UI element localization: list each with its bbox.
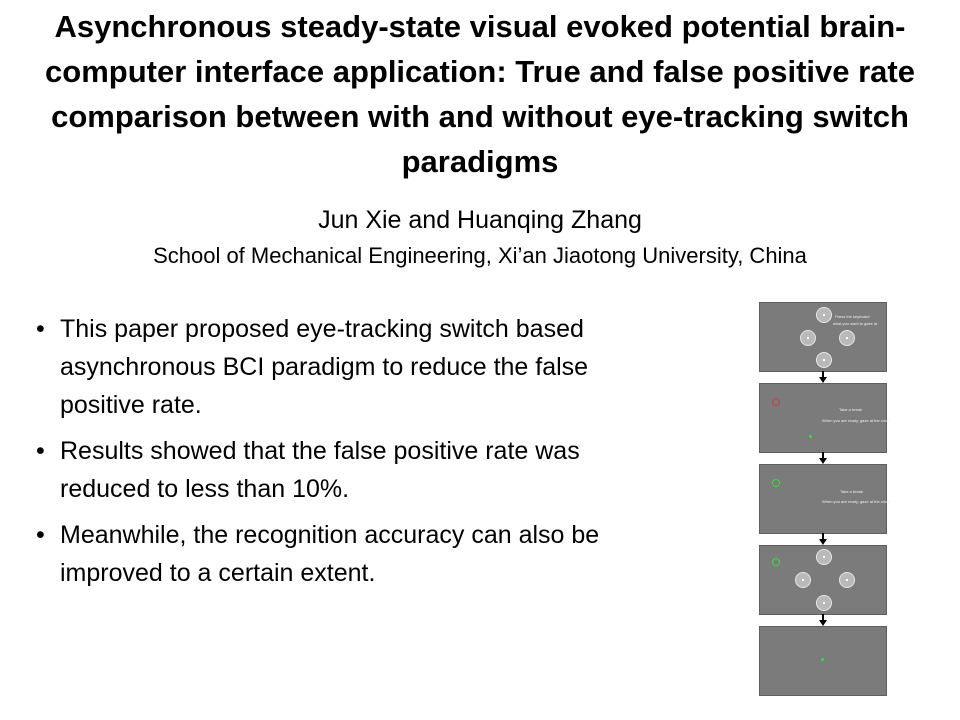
paradigm-screen-ssvep <box>759 545 887 615</box>
bullet-symbol: • <box>36 437 45 465</box>
flow-arrow-line <box>822 371 824 377</box>
screen-instruction: Take a break <box>840 489 863 494</box>
paper-title: Asynchronous steady-state visual evoked … <box>45 9 915 179</box>
screen-instruction: When you are ready, gaze at the circle <box>822 499 891 504</box>
stimulus-circle <box>816 352 832 368</box>
stimulus-circle <box>839 330 855 346</box>
summary-list: • This paper proposed eye-tracking switch… <box>36 310 636 600</box>
green-cue-circle-icon <box>772 558 780 566</box>
paradigm-screen-switch: Take a break When you are ready, gaze at… <box>759 464 891 534</box>
authors: Jun Xie and Huanqing Zhang <box>318 206 642 234</box>
screen-instruction: When you are ready, gaze at the circle <box>822 418 891 423</box>
flow-arrow-line <box>822 614 824 620</box>
stimulus-circle <box>816 549 832 565</box>
summary-text: Results showed that the false positive r… <box>60 437 580 503</box>
summary-item: • Meanwhile, the recognition accuracy can… <box>36 516 636 592</box>
stimulus-circle <box>839 572 855 588</box>
stimulus-circle <box>795 572 811 588</box>
paradigm-screen-fixation <box>759 626 887 696</box>
flow-arrow-icon <box>819 620 827 626</box>
flow-arrow-icon <box>819 458 827 464</box>
summary-text: This paper proposed eye-tracking switch … <box>60 315 589 419</box>
paradigm-screen-stimuli: Press the keyboard what you want to gaze… <box>759 302 887 372</box>
summary-item: • This paper proposed eye-tracking switch… <box>36 310 636 424</box>
affiliation: School of Mechanical Engineering, Xi’an … <box>153 243 807 268</box>
flow-arrow-icon <box>819 539 827 545</box>
paradigm-screen-rest: Take a break When you are ready, gaze at… <box>759 383 891 453</box>
gaze-point-icon <box>821 658 824 661</box>
stimulus-circle <box>816 307 832 323</box>
flow-arrow-line <box>822 452 824 458</box>
gaze-point-icon <box>809 435 812 438</box>
screen-instruction: what you want to gaze at <box>833 321 878 326</box>
flow-arrow-line <box>822 533 824 539</box>
flow-arrow-icon <box>819 377 827 383</box>
red-cue-circle-icon <box>772 398 780 406</box>
screen-instruction: Take a break <box>839 407 862 412</box>
screen-instruction: Press the keyboard <box>835 314 870 319</box>
green-cue-circle-icon <box>772 479 780 487</box>
summary-item: • Results showed that the false positive … <box>36 432 636 508</box>
stimulus-circle <box>816 595 832 611</box>
stimulus-circle <box>800 330 816 346</box>
bullet-symbol: • <box>36 315 45 343</box>
summary-text: Meanwhile, the recognition accuracy can … <box>60 521 600 587</box>
bullet-symbol: • <box>36 521 45 549</box>
